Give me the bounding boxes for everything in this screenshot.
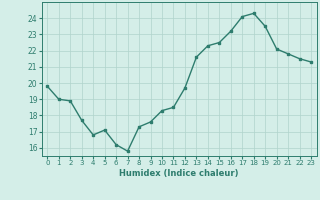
X-axis label: Humidex (Indice chaleur): Humidex (Indice chaleur) — [119, 169, 239, 178]
